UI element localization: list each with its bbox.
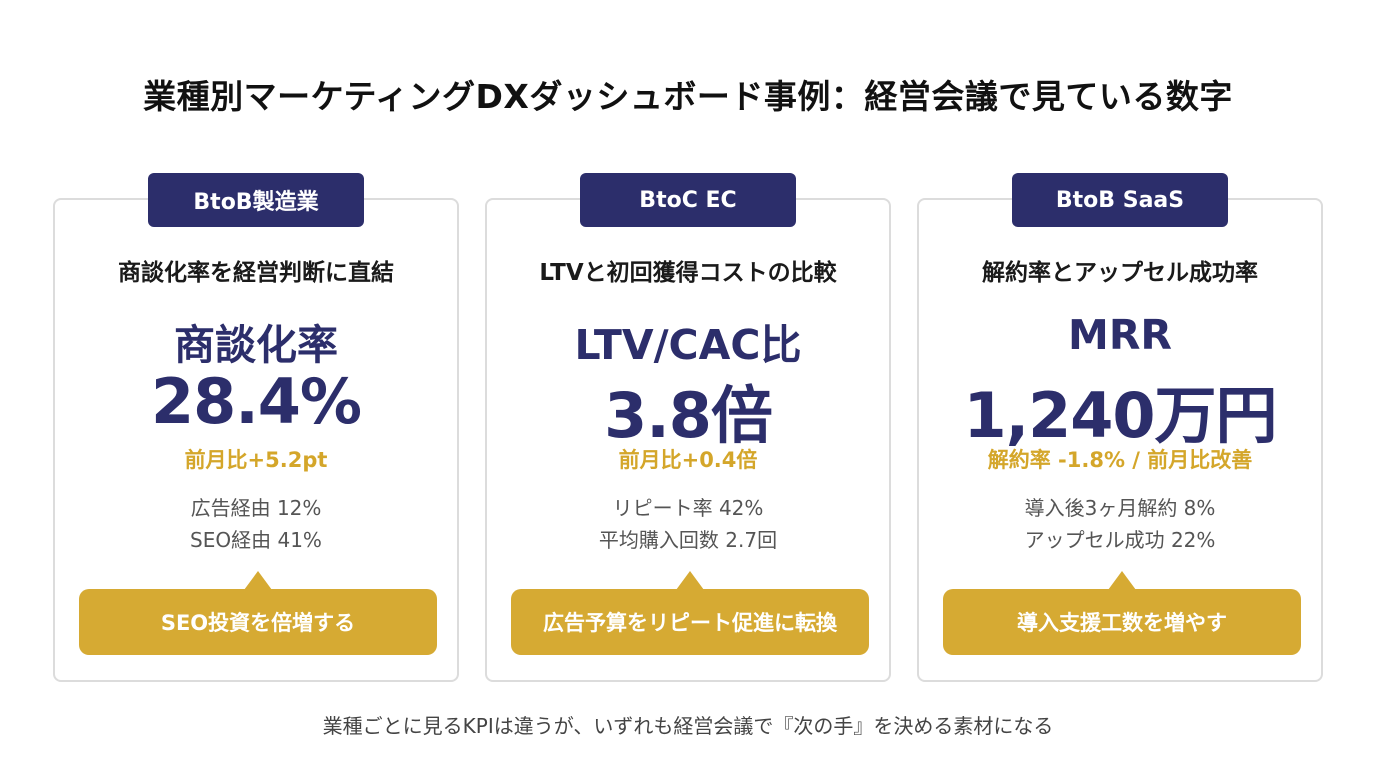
- kpi-details: 広告経由 12% SEO経由 41%: [55, 492, 457, 556]
- detail-line: リピート率 42%: [612, 496, 764, 520]
- action-label: SEO投資を倍増する: [160, 611, 356, 635]
- kpi-delta: 解約率 -1.8% / 前月比改善: [987, 448, 1253, 472]
- action-callout: 広告予算をリピート促進に転換: [511, 571, 869, 655]
- detail-line: 広告経由 12%: [190, 496, 322, 520]
- detail-line: 平均購入回数 2.7回: [598, 528, 778, 552]
- kpi-value: 28.4%: [150, 365, 362, 438]
- industry-tag: BtoB製造業: [148, 173, 364, 227]
- card-heading: LTVと初回獲得コストの比較: [539, 260, 837, 286]
- industry-tag: BtoC EC: [580, 173, 796, 227]
- kpi-details: 導入後3ヶ月解約 8% アップセル成功 22%: [919, 492, 1321, 556]
- pointer-triangle-icon: [1108, 571, 1136, 590]
- industry-card-ec: BtoC EC LTVと初回獲得コストの比較 LTV/CAC比 3.8倍 前月比…: [485, 173, 891, 682]
- action-callout: 導入支援工数を増やす: [943, 571, 1301, 655]
- action-label: 導入支援工数を増やす: [1017, 611, 1227, 635]
- kpi-label: LTV/CAC比: [574, 321, 802, 369]
- kpi-label: MRR: [1068, 311, 1172, 359]
- kpi-details: リピート率 42% 平均購入回数 2.7回: [487, 492, 889, 556]
- kpi-delta: 前月比+0.4倍: [618, 448, 758, 472]
- industry-card-manufacturing: BtoB製造業 商談化率を経営判断に直結 商談化率 28.4% 前月比+5.2p…: [53, 173, 459, 682]
- detail-line: SEO経由 41%: [190, 528, 322, 552]
- detail-line: アップセル成功 22%: [1024, 528, 1216, 552]
- footer-note: 業種ごとに見るKPIは違うが、いずれも経営会議で『次の手』を決める素材になる: [322, 714, 1054, 738]
- card-heading: 商談化率を経営判断に直結: [118, 260, 394, 286]
- kpi-delta: 前月比+5.2pt: [184, 448, 328, 472]
- action-label: 広告予算をリピート促進に転換: [543, 611, 837, 635]
- pointer-triangle-icon: [244, 571, 272, 590]
- kpi-label: 商談化率: [174, 321, 338, 369]
- kpi-value: 1,240万円: [963, 379, 1277, 452]
- kpi-value: 3.8倍: [604, 379, 773, 452]
- industry-tag: BtoB SaaS: [1012, 173, 1228, 227]
- action-callout: SEO投資を倍増する: [79, 571, 437, 655]
- pointer-triangle-icon: [676, 571, 704, 590]
- industry-card-saas: BtoB SaaS 解約率とアップセル成功率 MRR 1,240万円 解約率 -…: [917, 173, 1323, 682]
- page-title: 業種別マーケティングDXダッシュボード事例：経営会議で見ている数字: [143, 77, 1233, 116]
- card-heading: 解約率とアップセル成功率: [982, 260, 1258, 286]
- detail-line: 導入後3ヶ月解約 8%: [1024, 496, 1216, 520]
